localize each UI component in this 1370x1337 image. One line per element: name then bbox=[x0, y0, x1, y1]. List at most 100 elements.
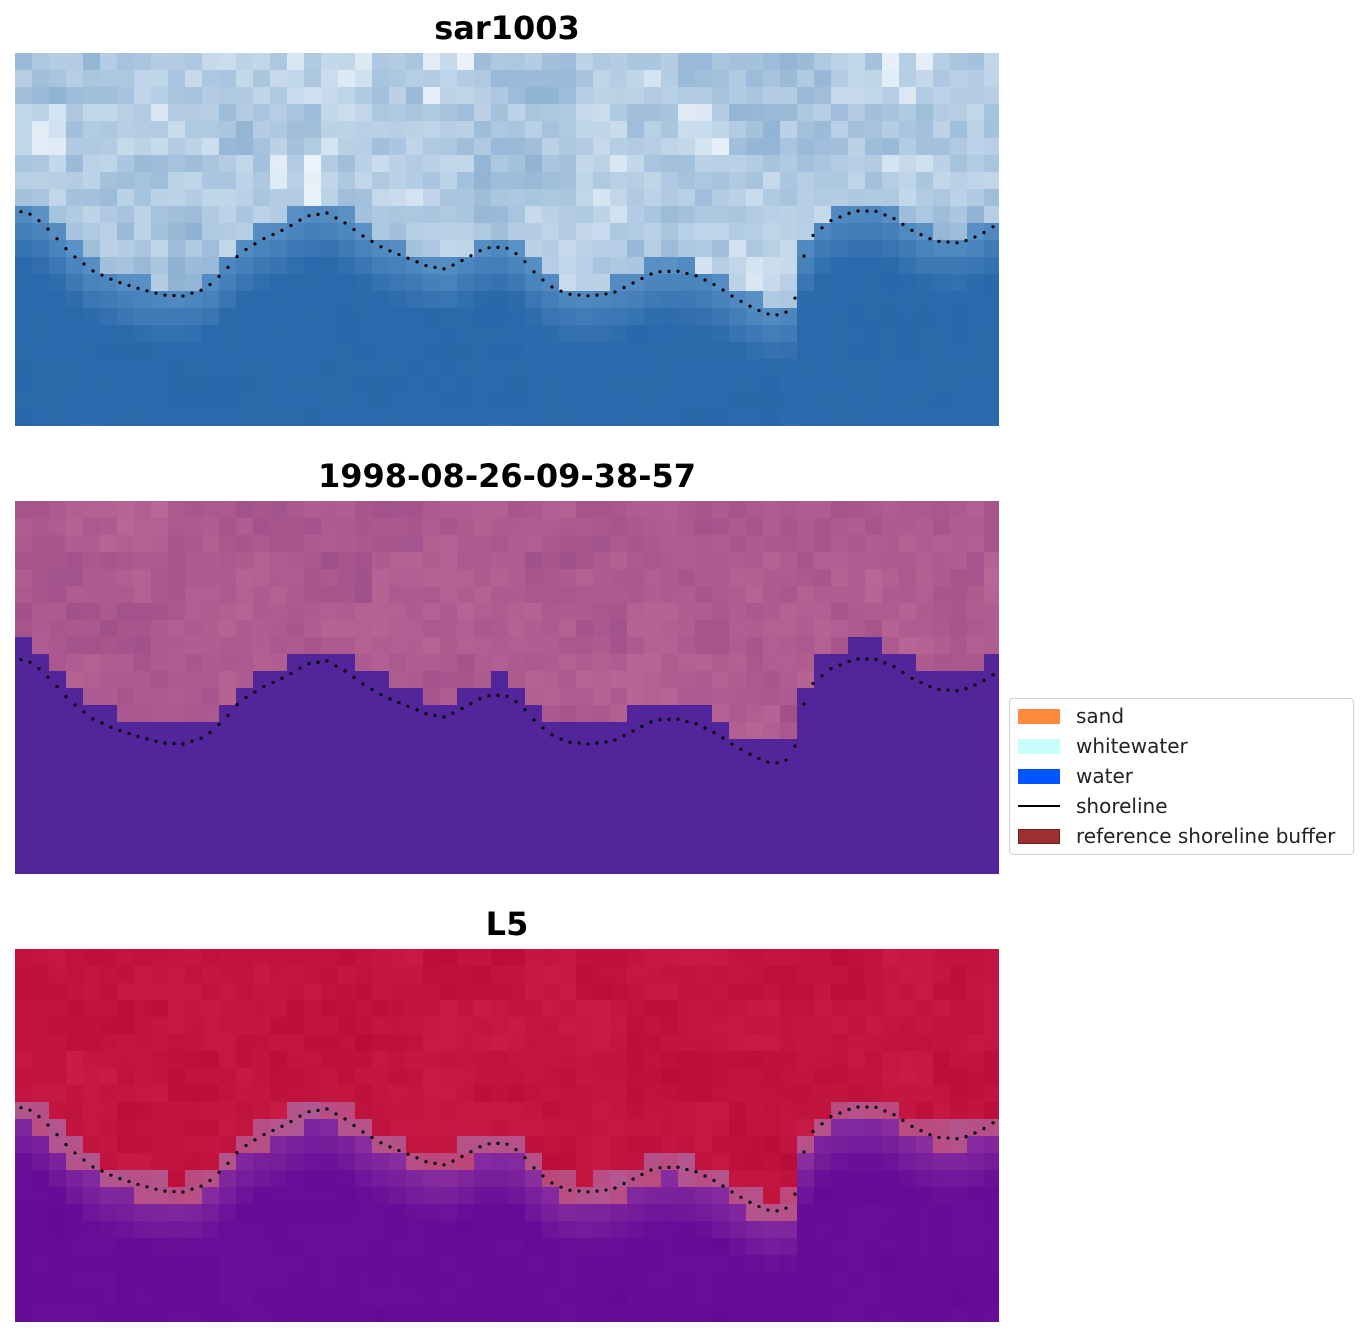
rgb-pixel bbox=[491, 87, 509, 105]
class-pixel bbox=[236, 620, 254, 638]
class-pixel bbox=[865, 824, 883, 842]
rgb-pixel bbox=[440, 138, 458, 156]
rgb-pixel bbox=[729, 410, 747, 426]
rgb-pixel bbox=[202, 53, 220, 71]
rgb-pixel bbox=[100, 359, 118, 377]
rgb-pixel bbox=[83, 70, 101, 88]
class-pixel bbox=[253, 620, 271, 638]
shoreline-point bbox=[775, 761, 779, 765]
index-pixel bbox=[848, 1272, 866, 1290]
index-pixel bbox=[729, 1102, 747, 1120]
rgb-pixel bbox=[814, 206, 832, 224]
class-pixel bbox=[66, 569, 84, 587]
rgb-pixel bbox=[474, 376, 492, 394]
class-pixel bbox=[202, 790, 220, 808]
class-pixel bbox=[610, 739, 628, 757]
index-pixel bbox=[831, 1238, 849, 1256]
class-pixel bbox=[236, 841, 254, 859]
index-pixel bbox=[882, 1238, 900, 1256]
index-pixel bbox=[202, 1221, 220, 1239]
index-pixel bbox=[916, 1034, 934, 1052]
index-pixel bbox=[151, 1136, 169, 1154]
class-pixel bbox=[559, 671, 577, 689]
rgb-pixel bbox=[695, 87, 713, 105]
class-pixel bbox=[814, 756, 832, 774]
class-pixel bbox=[355, 535, 373, 553]
index-pixel bbox=[100, 1136, 118, 1154]
index-pixel bbox=[100, 1221, 118, 1239]
class-pixel bbox=[372, 722, 390, 740]
rgb-pixel bbox=[372, 189, 390, 207]
class-pixel bbox=[15, 705, 33, 723]
index-pixel bbox=[491, 1272, 509, 1290]
class-pixel bbox=[950, 841, 968, 859]
index-pixel bbox=[984, 983, 999, 1001]
rgb-pixel bbox=[797, 359, 815, 377]
class-pixel bbox=[508, 773, 526, 791]
class-pixel bbox=[423, 535, 441, 553]
shoreline-point bbox=[784, 310, 788, 314]
index-pixel bbox=[270, 966, 288, 984]
class-pixel bbox=[559, 569, 577, 587]
class-pixel bbox=[695, 790, 713, 808]
class-pixel bbox=[202, 535, 220, 553]
shoreline-point bbox=[856, 657, 860, 661]
class-pixel bbox=[15, 603, 33, 621]
class-pixel bbox=[542, 535, 560, 553]
index-pixel bbox=[491, 1051, 509, 1069]
rgb-pixel bbox=[525, 70, 543, 88]
index-pixel bbox=[712, 1170, 730, 1188]
index-pixel bbox=[185, 1034, 203, 1052]
shoreline-point bbox=[325, 1107, 329, 1111]
class-pixel bbox=[780, 807, 798, 825]
index-pixel bbox=[865, 1272, 883, 1290]
rgb-pixel bbox=[423, 325, 441, 343]
index-pixel bbox=[763, 1255, 781, 1273]
rgb-pixel bbox=[508, 138, 526, 156]
index-pixel bbox=[729, 1221, 747, 1239]
index-pixel bbox=[287, 1238, 305, 1256]
rgb-pixel bbox=[610, 104, 628, 122]
index-pixel bbox=[746, 1255, 764, 1273]
index-pixel bbox=[15, 1306, 33, 1322]
index-pixel bbox=[321, 1051, 339, 1069]
rgb-pixel bbox=[746, 359, 764, 377]
index-pixel bbox=[882, 1068, 900, 1086]
class-pixel bbox=[559, 807, 577, 825]
shoreline-point bbox=[361, 234, 365, 238]
shoreline-point bbox=[271, 680, 275, 685]
rgb-pixel bbox=[967, 155, 985, 173]
rgb-pixel bbox=[83, 189, 101, 207]
rgb-pixel bbox=[185, 342, 203, 360]
index-pixel bbox=[219, 1153, 237, 1171]
class-pixel bbox=[644, 654, 662, 672]
index-pixel bbox=[457, 1289, 475, 1307]
rgb-pixel bbox=[49, 291, 67, 309]
index-pixel bbox=[542, 1119, 560, 1137]
rgb-pixel bbox=[219, 104, 237, 122]
class-pixel bbox=[372, 637, 390, 655]
rgb-pixel bbox=[32, 189, 50, 207]
class-pixel bbox=[32, 637, 50, 655]
rgb-pixel bbox=[814, 53, 832, 71]
index-pixel bbox=[185, 1204, 203, 1222]
rgb-pixel bbox=[219, 121, 237, 139]
rgb-pixel bbox=[508, 274, 526, 292]
rgb-pixel bbox=[848, 223, 866, 241]
class-pixel bbox=[984, 535, 999, 553]
rgb-pixel bbox=[253, 70, 271, 88]
shoreline-point bbox=[28, 1108, 32, 1112]
rgb-pixel bbox=[219, 223, 237, 241]
index-pixel bbox=[321, 1000, 339, 1018]
rgb-pixel bbox=[253, 291, 271, 309]
class-pixel bbox=[100, 705, 118, 723]
class-pixel bbox=[814, 722, 832, 740]
rgb-pixel bbox=[151, 172, 169, 190]
index-pixel bbox=[151, 1272, 169, 1290]
index-pixel bbox=[610, 1221, 628, 1239]
index-pixel bbox=[508, 966, 526, 984]
rgb-pixel bbox=[729, 342, 747, 360]
rgb-pixel bbox=[950, 53, 968, 71]
rgb-pixel bbox=[899, 257, 917, 275]
class-pixel bbox=[610, 671, 628, 689]
